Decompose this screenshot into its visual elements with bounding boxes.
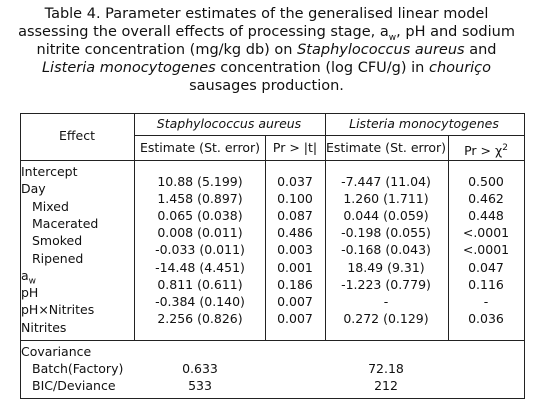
rule	[134, 135, 525, 136]
cell: 0.811 (0.611)	[157, 276, 243, 292]
row-label: pH	[21, 285, 39, 301]
cell: 0.065 (0.038)	[157, 208, 243, 224]
rule	[265, 135, 266, 340]
caption-text: sausages production.	[189, 78, 344, 94]
caption-line: sausages production.	[0, 78, 533, 95]
cell: 1.260 (1.711)	[343, 191, 429, 207]
rule	[20, 113, 21, 399]
cell: 18.49 (9.31)	[347, 259, 425, 275]
group-header: Listeria monocytogenes	[349, 116, 499, 131]
cell: -1.223 (0.779)	[341, 276, 431, 292]
row-label-sub: w	[28, 276, 37, 287]
cell: 0.003	[277, 242, 313, 258]
cell: <.0001	[462, 225, 510, 241]
cell: 0.001	[277, 259, 313, 275]
rule	[524, 113, 525, 399]
cell: 0.462	[468, 191, 504, 207]
cell: 533	[188, 378, 212, 393]
rule	[448, 135, 449, 340]
cell: 0.448	[468, 208, 504, 224]
row-label: Batch(Factory)	[32, 361, 124, 376]
cell: 0.500	[468, 174, 504, 189]
row-label: Mixed	[32, 198, 69, 214]
caption-text: assessing the overall effects of process…	[18, 24, 389, 40]
row-label: pH×Nitrites	[21, 302, 95, 318]
rule	[20, 160, 525, 161]
cell: 0.486	[277, 225, 313, 241]
column-header-sup: 2	[502, 143, 508, 153]
rule	[134, 113, 135, 340]
cell: 0.633	[182, 361, 218, 376]
cell: 10.88 (5.199)	[157, 174, 243, 189]
cell: -7.447 (11.04)	[341, 174, 431, 189]
caption-text: Table 4. Parameter estimates of the gene…	[44, 6, 489, 22]
row-label: Nitrites	[21, 319, 67, 335]
cell: 1.458 (0.897)	[157, 191, 243, 207]
row-label: Smoked	[32, 233, 83, 249]
cell: 0.186	[277, 276, 313, 292]
row-label: aw	[21, 267, 37, 287]
caption-text: Staphylococcus aureus	[297, 42, 465, 58]
caption-text: chouriço	[428, 60, 492, 76]
caption-text: and	[464, 42, 497, 58]
cell: -	[383, 293, 389, 309]
cell: 0.007	[277, 293, 313, 309]
rule	[325, 113, 326, 340]
caption-line: Listeria monocytogenes concentration (lo…	[0, 60, 533, 77]
caption-text: , pH and sodium	[396, 24, 515, 40]
column-header: Pr > χ2	[464, 143, 508, 159]
caption-text: w	[388, 32, 397, 43]
column-header: Estimate (St. error)	[326, 140, 446, 155]
caption-text: nitrite concentration (mg/kg db) on	[36, 42, 298, 58]
cell: 0.008 (0.011)	[157, 225, 243, 241]
cell: 72.18	[368, 361, 404, 376]
cell: 0.116	[468, 276, 504, 292]
cell: 0.100	[277, 191, 313, 207]
caption-line: assessing the overall effects of process…	[0, 24, 533, 47]
cell: 0.007	[277, 310, 313, 326]
effect-header: Effect	[59, 128, 95, 143]
cell: -0.168 (0.043)	[341, 242, 431, 258]
cell: <.0001	[462, 242, 510, 258]
section-title: Covariance	[21, 344, 92, 359]
cell: -14.48 (4.451)	[155, 259, 245, 275]
cell: -0.384 (0.140)	[155, 293, 245, 309]
caption-line: nitrite concentration (mg/kg db) on Stap…	[0, 42, 533, 59]
cell: -0.033 (0.011)	[155, 242, 245, 258]
row-label: Ripened	[32, 250, 84, 266]
cell: 2.256 (0.826)	[157, 310, 243, 326]
cell: 212	[374, 378, 398, 393]
rule	[20, 398, 525, 399]
column-header: Pr > |t|	[272, 140, 318, 155]
rule	[20, 113, 525, 114]
rule	[20, 340, 525, 341]
cell: 0.047	[468, 259, 504, 275]
caption-text: Listeria monocytogenes	[41, 60, 216, 76]
cell: 0.036	[468, 310, 504, 326]
row-label: Macerated	[32, 215, 99, 231]
caption-text: concentration (log CFU/g) in	[215, 60, 429, 76]
cell: 0.044 (0.059)	[343, 208, 429, 224]
cell: -	[483, 293, 489, 309]
cell: 0.037	[277, 174, 313, 189]
row-label: Intercept	[21, 164, 78, 179]
row-label: Day	[21, 181, 46, 197]
cell: 0.087	[277, 208, 313, 224]
group-header: Staphylococcus aureus	[156, 116, 302, 131]
cell: -0.198 (0.055)	[341, 225, 431, 241]
cell: 0.272 (0.129)	[343, 310, 429, 326]
column-header: Estimate (St. error)	[140, 140, 260, 155]
row-label: BIC/Deviance	[32, 378, 116, 393]
caption-line: Table 4. Parameter estimates of the gene…	[0, 6, 533, 23]
